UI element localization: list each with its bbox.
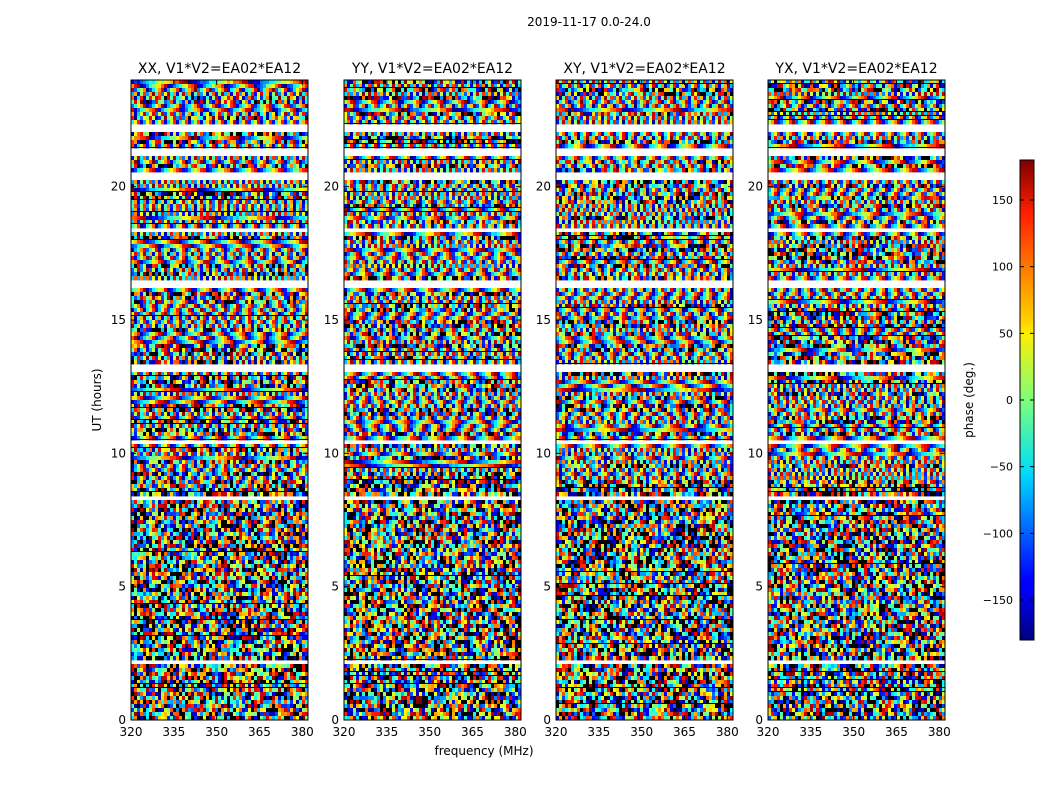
x-tick-label: 350 <box>205 725 228 739</box>
x-axis-label: frequency (MHz) <box>434 744 533 758</box>
y-tick-label: 15 <box>748 313 763 327</box>
panel-yx: YX, V1*V2=EA02*EA12 320 335 350 365 380 0 5 10 15… <box>748 61 951 739</box>
y-tick-label: 5 <box>543 580 551 594</box>
y-tick-label: 0 <box>118 713 126 727</box>
panel-frame <box>130 79 309 721</box>
colorbar-tick-label: 100 <box>992 261 1013 274</box>
y-tick-label: 10 <box>111 446 126 460</box>
panel-xx: XX, V1*V2=EA02*EA12 320 335 350 365 380 0 5 10 15… <box>111 61 314 739</box>
y-tick-label: 0 <box>543 713 551 727</box>
panel-yy: YY, V1*V2=EA02*EA12 320 335 350 365 380 0 5 10 15… <box>324 61 527 739</box>
panels: XX, V1*V2=EA02*EA12 320 335 350 365 380 0 5 10 15… <box>111 61 951 739</box>
y-tick-label: 10 <box>748 446 763 460</box>
y-tick-label: 15 <box>536 313 551 327</box>
colorbar-tick-label: −100 <box>983 527 1013 540</box>
x-tick-label: 380 <box>291 725 314 739</box>
colorbar-tick-label: −50 <box>990 461 1013 474</box>
y-tick-label: 20 <box>324 180 339 194</box>
y-tick-label: 0 <box>755 713 763 727</box>
y-tick-label: 20 <box>111 180 126 194</box>
colorbar-tick-label: −150 <box>983 594 1013 607</box>
y-tick-label: 15 <box>111 313 126 327</box>
y-tick-label: 5 <box>331 580 339 594</box>
x-tick-label: 365 <box>248 725 271 739</box>
x-tick-label: 350 <box>630 725 653 739</box>
y-tick-label: 5 <box>755 580 763 594</box>
x-tick-label: 335 <box>162 725 185 739</box>
x-tick-label: 320 <box>120 725 143 739</box>
x-tick-label: 380 <box>504 725 527 739</box>
figure-title: 2019-11-17 0.0-24.0 <box>527 15 651 29</box>
y-axis-label: UT (hours) <box>90 368 104 431</box>
x-tick-label: 380 <box>716 725 739 739</box>
colorbar-ticks: 150 100 50 0 −50 −100 −150 <box>983 194 1034 607</box>
panel-xy: XY, V1*V2=EA02*EA12 320 335 350 365 380 0 5 10 15… <box>536 61 739 739</box>
colorbar: 150 100 50 0 −50 −100 −150 phase (deg.) <box>962 159 1035 641</box>
panel-title: YX, V1*V2=EA02*EA12 <box>774 61 937 77</box>
phase-heatmap <box>556 80 733 720</box>
colorbar-label: phase (deg.) <box>962 362 976 438</box>
x-tick-label: 365 <box>885 725 908 739</box>
y-tick-label: 15 <box>324 313 339 327</box>
panel-title: YY, V1*V2=EA02*EA12 <box>351 61 513 77</box>
panel-frame <box>767 79 946 721</box>
phase-heatmap <box>344 80 521 720</box>
phase-heatmap <box>768 80 945 720</box>
x-tick-label: 335 <box>375 725 398 739</box>
x-tick-label: 365 <box>673 725 696 739</box>
y-tick-label: 10 <box>536 446 551 460</box>
x-tick-label: 320 <box>333 725 356 739</box>
colorbar-tick-label: 50 <box>999 327 1013 340</box>
y-tick-label: 5 <box>118 580 126 594</box>
x-tick-label: 350 <box>842 725 865 739</box>
y-tick-label: 0 <box>331 713 339 727</box>
panel-title: XY, V1*V2=EA02*EA12 <box>563 61 725 77</box>
panel-frame <box>343 79 522 721</box>
y-tick-label: 20 <box>536 180 551 194</box>
x-tick-label: 335 <box>799 725 822 739</box>
colorbar-tick-label: 150 <box>992 194 1013 207</box>
x-tick-label: 335 <box>587 725 610 739</box>
colorbar-tick-label: 0 <box>1006 394 1013 407</box>
y-tick-label: 20 <box>748 180 763 194</box>
x-tick-label: 365 <box>461 725 484 739</box>
y-tick-label: 10 <box>324 446 339 460</box>
panel-title: XX, V1*V2=EA02*EA12 <box>138 61 301 77</box>
x-tick-label: 320 <box>545 725 568 739</box>
phase-heatmap <box>131 80 308 720</box>
x-tick-label: 380 <box>928 725 951 739</box>
x-tick-label: 350 <box>418 725 441 739</box>
x-tick-label: 320 <box>757 725 780 739</box>
panel-frame <box>555 79 734 721</box>
